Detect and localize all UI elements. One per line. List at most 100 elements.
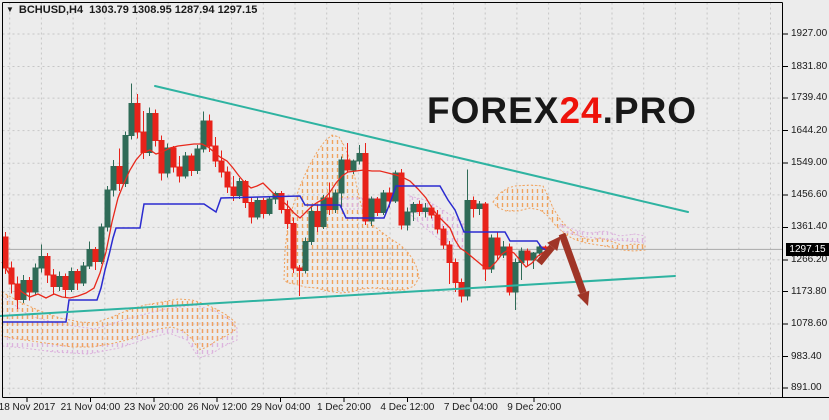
candle-body — [200, 120, 207, 150]
candle-body — [20, 280, 27, 301]
time-tick-label: 1 Dec 20:00 — [317, 402, 371, 413]
price-tick-label: 1173.80 — [791, 285, 827, 297]
candle-body — [368, 198, 375, 222]
candle-body — [470, 200, 477, 210]
candle-body — [398, 172, 405, 226]
candle-body — [416, 204, 423, 212]
candle-body — [530, 252, 537, 261]
candle-body — [410, 204, 417, 213]
candle-body — [8, 267, 15, 285]
symbol-dropdown-icon[interactable]: ▼ — [6, 5, 14, 14]
symbol-ohlc-header: ▼ BCHUSD,H4 1303.79 1308.95 1287.94 1297.1… — [6, 4, 263, 16]
candle-body — [284, 208, 291, 225]
candle-body — [116, 165, 123, 184]
candle-body — [14, 283, 21, 301]
candle-body — [92, 249, 99, 262]
candle-body — [326, 197, 333, 210]
candle-body — [44, 256, 51, 276]
candle-body — [62, 275, 69, 290]
candle-body — [362, 152, 369, 222]
candle-body — [524, 250, 531, 261]
watermark-pro: .PRO — [602, 90, 698, 131]
ichimoku-cloud-layer — [1, 134, 646, 359]
forex24pro-watermark: FOREX24.PRO — [427, 90, 697, 132]
price-tick-label: 1739.40 — [791, 92, 828, 104]
candle-body — [80, 265, 87, 284]
kijun-sen-line — [2, 185, 547, 323]
candle-body — [314, 210, 321, 227]
candle-body — [188, 155, 195, 171]
symbol-timeframe-label: BCHUSD,H4 — [18, 4, 84, 16]
price-tick-label: 1549.00 — [791, 157, 828, 169]
candle-body — [2, 236, 9, 269]
candle-body — [344, 159, 351, 171]
price-tick-label: 891.00 — [791, 382, 822, 394]
price-tick-label: 1361.40 — [791, 221, 828, 233]
price-tick-label: 1644.20 — [791, 124, 828, 136]
candle-body — [476, 203, 483, 210]
price-tick-label: 1266.20 — [791, 253, 828, 265]
candle-body — [128, 102, 135, 137]
candle-body — [230, 186, 237, 196]
candle-body — [98, 226, 105, 262]
candle-body — [536, 246, 543, 254]
candle-body — [482, 203, 489, 270]
candles-layer — [2, 83, 549, 310]
candle-body — [110, 165, 117, 191]
candle-body — [422, 207, 429, 212]
ichimoku-cloud-orange — [1, 291, 236, 351]
candle-body — [176, 166, 183, 177]
chart-frame — [2, 2, 829, 402]
price-tick-label: 1456.60 — [791, 188, 828, 200]
candle-body — [104, 189, 111, 228]
time-tick-label: 29 Nov 04:00 — [250, 402, 311, 413]
candle-body — [488, 237, 495, 270]
time-tick-label: 21 Nov 04:00 — [60, 402, 121, 413]
trendline-descending-resistance[interactable] — [154, 85, 689, 213]
candle-body — [86, 249, 93, 267]
time-tick-label: 4 Dec 12:00 — [380, 402, 435, 413]
candle-body — [248, 202, 255, 218]
ichimoku-cloud-pink — [559, 223, 646, 244]
candle-body — [182, 155, 189, 177]
price-tick-label: 1078.60 — [791, 318, 828, 330]
candle-body — [440, 228, 447, 246]
candle-body — [302, 241, 309, 272]
candle-body — [332, 192, 339, 210]
candle-body — [506, 246, 513, 293]
candle-body — [260, 200, 267, 214]
candle-body — [170, 147, 177, 168]
candle-body — [146, 113, 153, 154]
candle-body — [74, 271, 81, 284]
forecast-arrow-up-leg — [536, 236, 561, 266]
ichimoku-cloud-orange — [492, 184, 646, 252]
candle-body — [374, 198, 381, 213]
candle-body — [26, 280, 33, 293]
current-price-tag: 1297.15 — [786, 242, 829, 256]
price-tick-label: 983.40 — [791, 350, 822, 362]
candle-body — [446, 244, 453, 264]
ohlc-values: 1303.79 1308.95 1287.94 1297.15 — [89, 4, 258, 16]
price-tick-label: 1927.00 — [791, 28, 828, 39]
candle-body — [38, 256, 45, 269]
time-tick-label: 23 Nov 20:00 — [124, 402, 184, 413]
candle-body — [152, 113, 159, 141]
watermark-forex: FOREX — [427, 90, 560, 131]
time-tick-label: 18 Nov 2017 — [0, 402, 56, 413]
candle-body — [308, 210, 315, 243]
candle-body — [242, 181, 249, 204]
time-tick-label: 26 Nov 12:00 — [187, 402, 247, 413]
candle-body — [452, 262, 459, 284]
forecast-arrow-down-leg — [558, 232, 590, 306]
candle-body — [356, 152, 363, 162]
candle-body — [266, 198, 273, 214]
candle-body — [350, 160, 357, 171]
candle-body — [320, 197, 327, 227]
candle-body — [68, 271, 75, 290]
candle-body — [122, 135, 129, 184]
tenkan-sen-line — [1, 143, 549, 299]
candle-body — [512, 262, 519, 293]
trendline-ascending-support[interactable] — [0, 275, 676, 317]
